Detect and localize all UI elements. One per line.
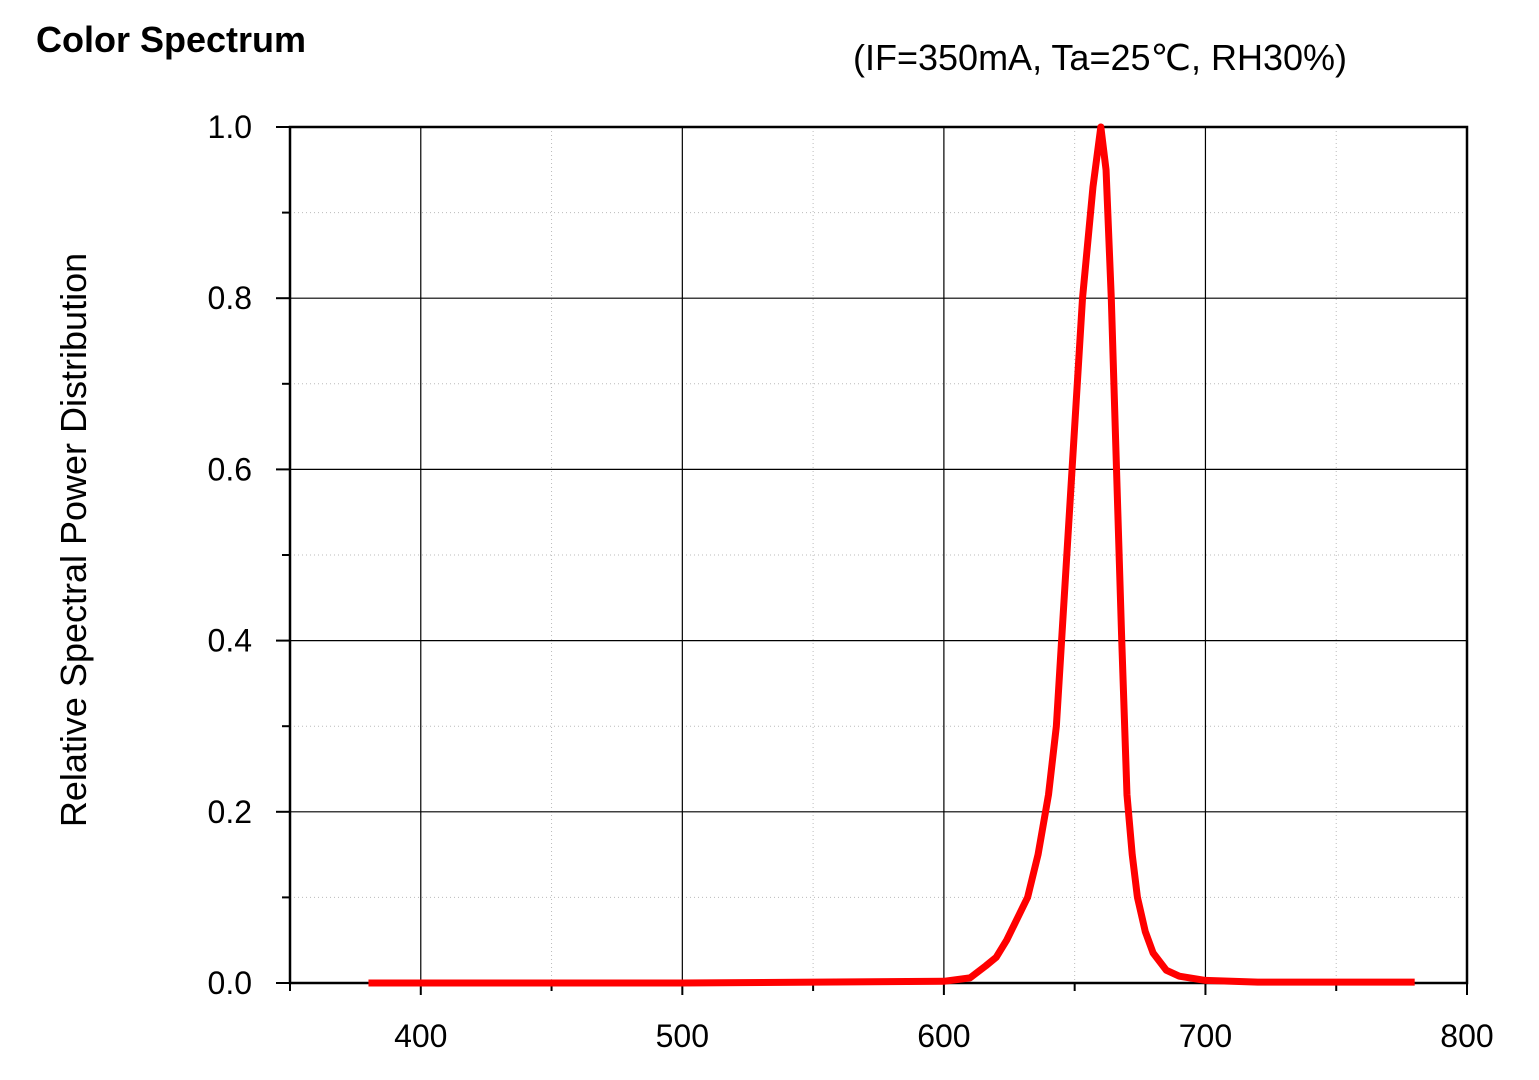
y-tick-label: 0.6 [208,451,252,487]
x-tick-label: 600 [917,1018,970,1054]
x-tick-label: 500 [656,1018,709,1054]
y-tick-label: 0.4 [208,623,252,659]
y-axis-label: Relative Spectral Power Distribution [53,253,94,827]
x-tick-label: 800 [1440,1018,1493,1054]
x-tick-label: 700 [1179,1018,1232,1054]
chart-subtitle: (IF=350mA, Ta=25℃, RH30%) [853,37,1347,78]
y-tick-label: 1.0 [208,109,252,145]
x-tick-label: 400 [394,1018,447,1054]
series-line [368,123,1415,987]
chart-title: Color Spectrum [36,19,306,60]
y-tick-label: 0.0 [208,965,252,1001]
y-tick-label: 0.8 [208,280,252,316]
y-tick-label: 0.2 [208,794,252,830]
